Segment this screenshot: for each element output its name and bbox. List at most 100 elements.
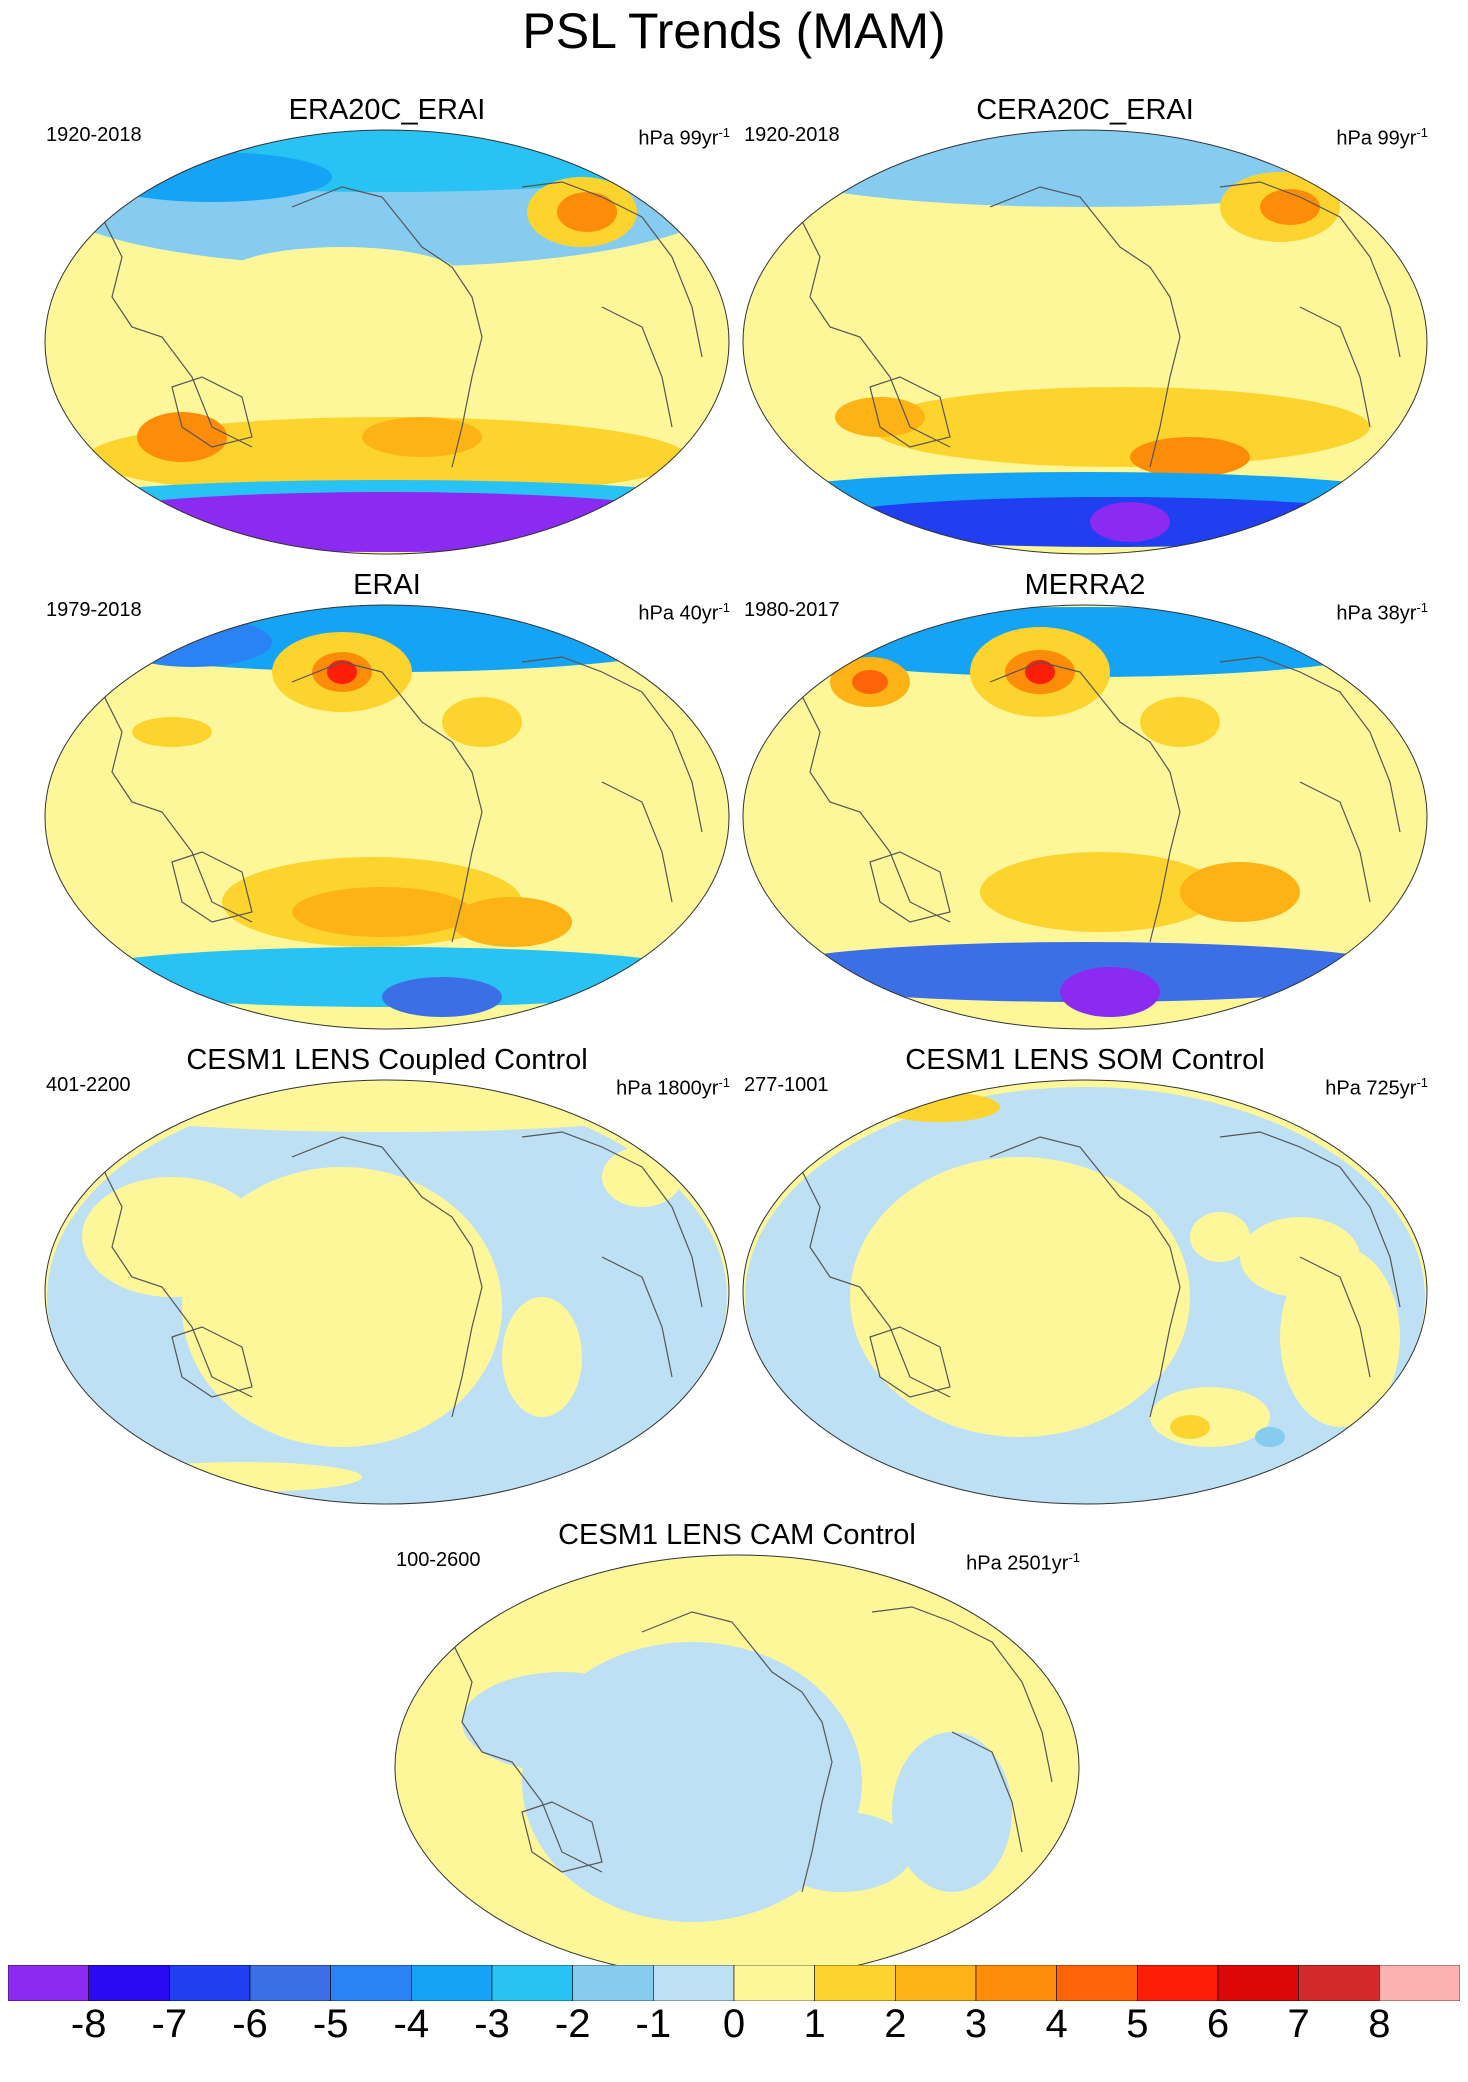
map-panel-cera20c: CERA20C_ERAI 1920-2018 hPa 99yr-1 — [740, 93, 1430, 563]
coastline-0 — [291, 661, 483, 943]
map-panel-erai: ERAI 1979-2018 hPa 40yr-1 — [42, 568, 732, 1038]
contour-region-2 — [82, 1177, 262, 1297]
colorbar-swatch — [8, 1965, 89, 2001]
panel-units: hPa 725yr-1 — [1325, 1075, 1428, 1100]
colorbar-swatch — [1056, 1965, 1138, 2001]
contour-region-10 — [1060, 967, 1160, 1017]
coastline-0 — [291, 186, 483, 468]
colorbar-swatch — [1379, 1965, 1460, 2001]
colorbar-tick-label: -2 — [554, 2002, 591, 2046]
contour-region-1 — [850, 1157, 1190, 1437]
coastline-0 — [989, 1136, 1181, 1418]
contour-region-3 — [462, 1672, 662, 1772]
panel-period: 401-2200 — [46, 1074, 131, 1096]
contour-region-11 — [382, 977, 502, 1017]
coastline-4 — [1299, 781, 1371, 903]
contour-region-6 — [1140, 697, 1220, 747]
coastline-1 — [101, 1166, 253, 1398]
colorbar-swatch — [653, 1965, 735, 2001]
contour-region-4 — [327, 660, 357, 684]
coastline-2 — [869, 1326, 951, 1398]
colorbar-tick-label: 2 — [884, 2002, 907, 2046]
colorbar-swatch — [572, 1965, 654, 2001]
coastline-2 — [521, 1801, 603, 1873]
panel-period: 1979-2018 — [46, 599, 142, 621]
map-era20c — [44, 129, 730, 555]
contour-region-9 — [1090, 502, 1170, 542]
map-merra2 — [742, 604, 1428, 1030]
colorbar-tick-label: -3 — [474, 2002, 510, 2046]
colorbar-tick-label: 4 — [1045, 2002, 1068, 2046]
colorbar-tick-label: 5 — [1126, 2002, 1149, 2046]
colorbar-swatch — [895, 1965, 977, 2001]
panel-period: 1980-2017 — [744, 599, 840, 621]
contour-region-5 — [122, 1462, 362, 1492]
panel-period: 1920-2018 — [46, 124, 142, 146]
contour-region-8 — [292, 887, 472, 937]
colorbar-swatch — [169, 1965, 251, 2001]
contour-region-4 — [880, 1092, 1000, 1122]
coastline-1 — [799, 216, 951, 448]
contour-region-11 — [57, 492, 717, 552]
contour-region-6 — [1130, 437, 1250, 477]
colorbar-swatch — [1217, 1965, 1299, 2001]
map-som — [742, 1079, 1428, 1505]
coastline-0 — [291, 1136, 483, 1418]
coastline-0 — [989, 661, 1181, 943]
coastline-1 — [799, 1166, 951, 1398]
colorbar-tick-label: 3 — [964, 2002, 988, 2046]
contour-region-3 — [502, 1297, 582, 1417]
coastline-3 — [1219, 656, 1401, 833]
contour-region-1 — [112, 617, 272, 667]
panel-title: ERAI — [353, 569, 421, 601]
contour-region-6 — [402, 352, 522, 402]
colorbar-swatch — [330, 1965, 412, 2001]
panel-period: 100-2600 — [396, 1549, 481, 1571]
coastline-4 — [601, 1256, 673, 1378]
contour-region-5 — [222, 247, 462, 307]
colorbar-tick-label: -7 — [151, 2002, 188, 2046]
coastline-4 — [1299, 306, 1371, 428]
contour-region-2 — [892, 1732, 1012, 1892]
contour-region-5 — [1150, 1387, 1270, 1447]
map-coupled — [44, 1079, 730, 1505]
coastline-1 — [101, 216, 253, 448]
contour-region-8 — [137, 412, 227, 462]
coastline-4 — [601, 306, 673, 428]
coastline-4 — [951, 1731, 1023, 1853]
panel-units: hPa 99yr-1 — [1336, 125, 1428, 150]
map-outline — [44, 129, 730, 555]
colorbar-tick-label: -6 — [232, 2002, 268, 2046]
colorbar-tick-label: 6 — [1206, 2002, 1230, 2046]
contour-region-11 — [900, 967, 980, 997]
colorbar-tick-label: 8 — [1368, 2002, 1391, 2046]
coastline-3 — [521, 181, 703, 358]
figure-title: PSL Trends (MAM) — [522, 3, 946, 59]
colorbar-swatch — [249, 1965, 331, 2001]
coastline-1 — [799, 691, 951, 923]
panel-title: CESM1 LENS SOM Control — [905, 1044, 1265, 1076]
contour-region-2 — [1260, 189, 1320, 225]
colorbar-swatch — [88, 1965, 170, 2001]
colorbar-tick-label: 0 — [722, 2002, 746, 2046]
coastline-2 — [171, 1326, 253, 1398]
panel-units: hPa 40yr-1 — [638, 600, 730, 625]
colorbar-tick-label: -8 — [70, 2002, 107, 2046]
coastline-3 — [521, 1131, 703, 1308]
coastline-4 — [601, 781, 673, 903]
coastline-1 — [101, 691, 253, 923]
map-cam — [394, 1554, 1080, 1980]
colorbar-swatch — [411, 1965, 493, 2001]
coastline-1 — [451, 1641, 603, 1873]
coastline-2 — [171, 851, 253, 923]
map-outline — [742, 129, 1428, 555]
panel-units: hPa 2501yr-1 — [966, 1550, 1080, 1575]
contour-region-7 — [980, 852, 1220, 932]
coastline-2 — [869, 376, 951, 448]
coastline-3 — [871, 1606, 1053, 1783]
colorbar-swatch — [491, 1965, 573, 2001]
contour-region-4 — [870, 387, 1370, 467]
colorbar-tick-label: -5 — [312, 2002, 349, 2046]
coastline-4 — [1299, 1256, 1371, 1378]
map-panel-som: CESM1 LENS SOM Control 277-1001 hPa 725y… — [740, 1043, 1430, 1513]
